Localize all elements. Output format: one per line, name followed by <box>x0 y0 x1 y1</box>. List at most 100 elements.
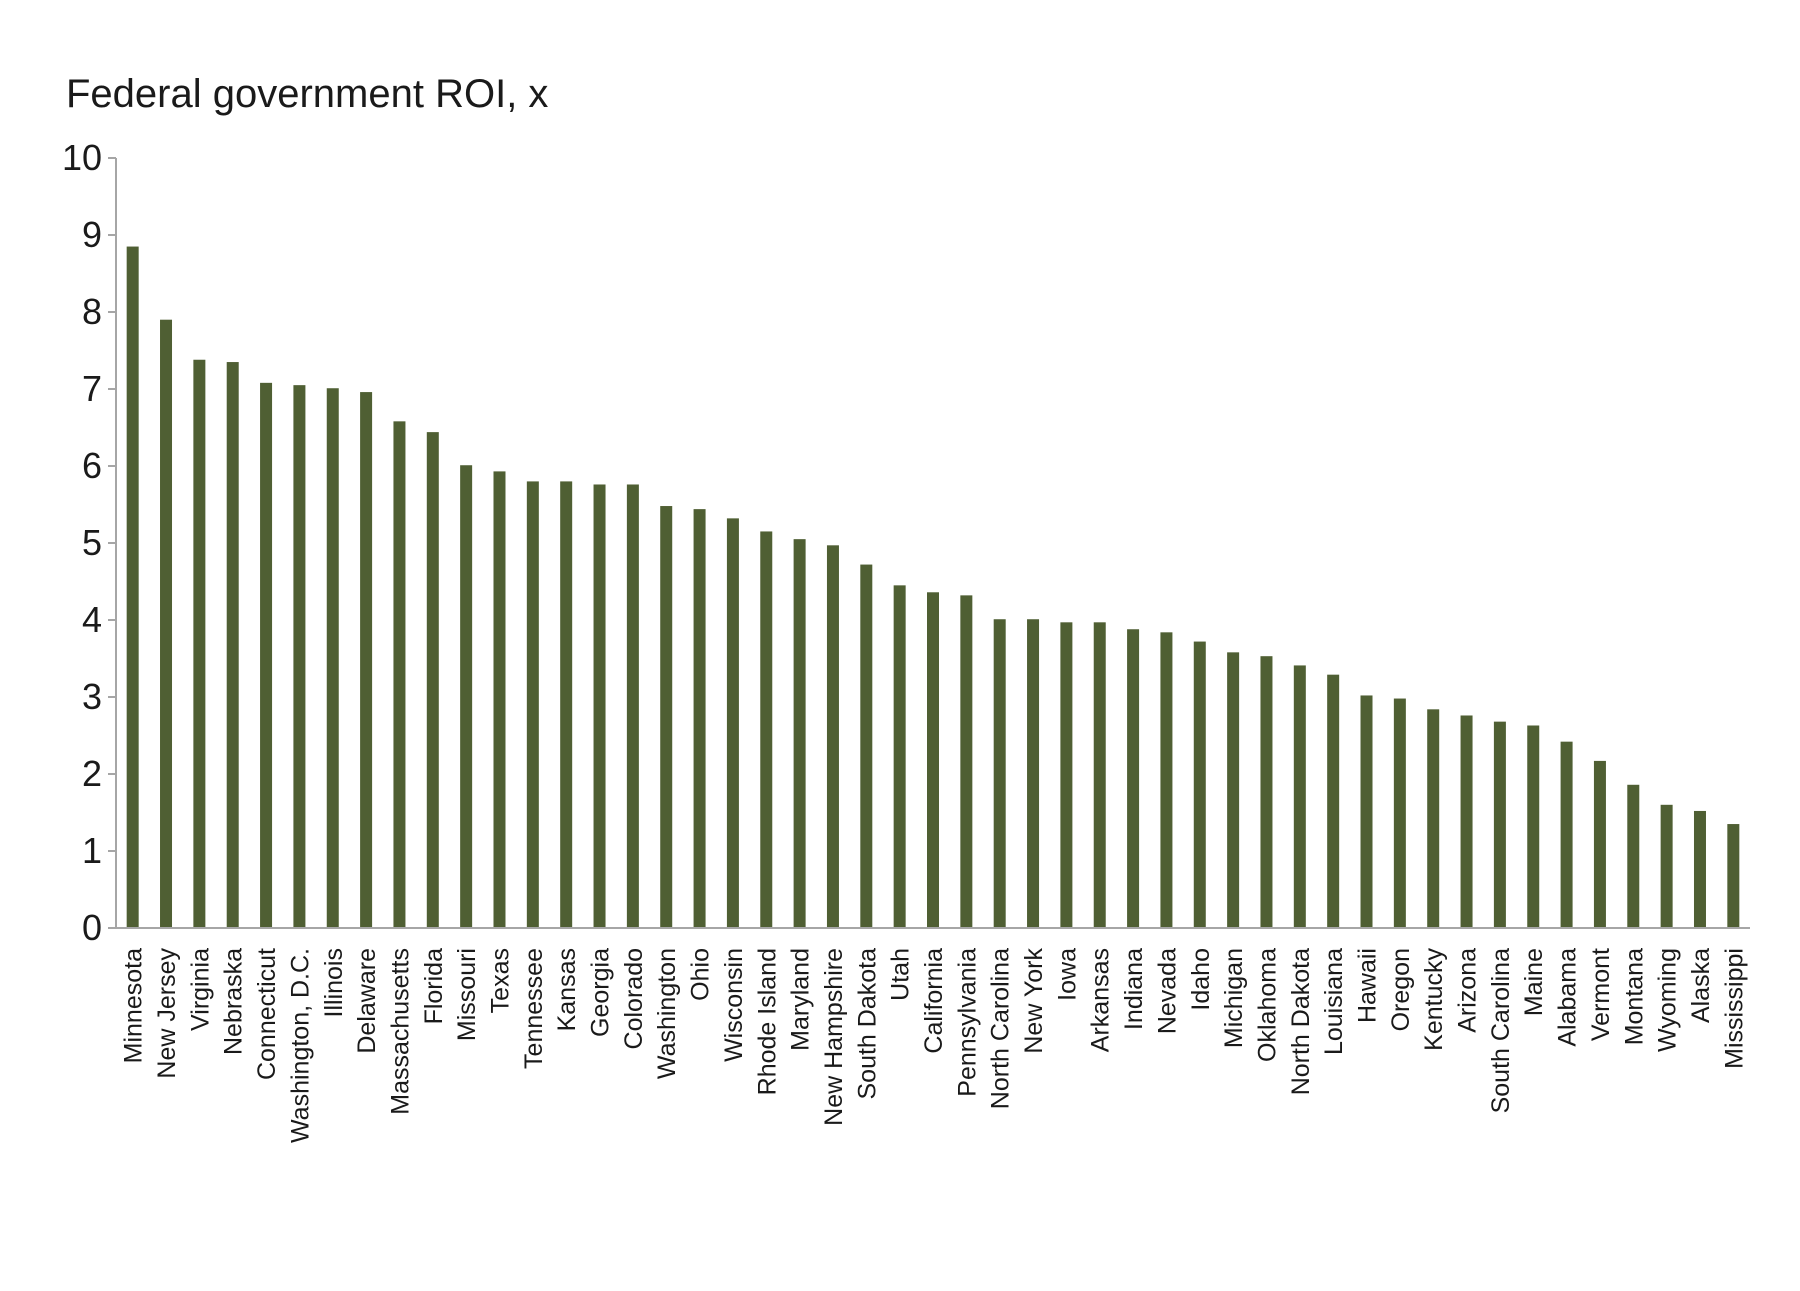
x-tick-label: Michigan <box>1220 948 1248 1048</box>
y-tick-label: 3 <box>82 676 102 717</box>
bar <box>960 595 973 928</box>
bar <box>193 359 206 928</box>
y-tick-label: 7 <box>82 368 102 409</box>
x-tick-label: North Dakota <box>1287 948 1315 1095</box>
bar <box>1193 641 1206 928</box>
x-tick-label: Arizona <box>1454 948 1482 1033</box>
y-tick-label: 9 <box>82 214 102 255</box>
x-tick-label: Nebraska <box>220 948 248 1055</box>
bar <box>1627 784 1640 928</box>
bar <box>360 392 373 929</box>
bar <box>1593 760 1606 928</box>
x-tick-label: New Hampshire <box>820 948 848 1126</box>
x-tick-label: Maryland <box>787 948 815 1051</box>
bar <box>793 539 806 928</box>
x-tick-label: Wyoming <box>1654 948 1682 1052</box>
bar <box>1693 810 1706 928</box>
bar <box>1527 725 1540 928</box>
bar <box>760 531 773 928</box>
bar <box>1327 674 1340 928</box>
x-tick-label: California <box>920 948 948 1054</box>
bar <box>893 585 906 928</box>
x-tick-label: Minnesota <box>120 948 148 1063</box>
bar <box>927 592 939 928</box>
x-tick-label: South Carolina <box>1487 948 1515 1113</box>
bar <box>860 564 873 928</box>
x-tick-label: Illinois <box>320 948 348 1017</box>
y-tick-label: 2 <box>82 753 102 794</box>
x-tick-label: Iowa <box>1053 948 1081 1001</box>
bar <box>726 518 739 928</box>
bar <box>426 432 439 928</box>
x-tick-label: Florida <box>420 948 448 1025</box>
x-tick-label: New Jersey <box>153 948 181 1079</box>
bar <box>826 545 839 928</box>
x-tick-label: Louisiana <box>1320 948 1348 1055</box>
bar <box>526 481 539 928</box>
x-tick-label: Washington <box>653 948 681 1079</box>
chart-title: Federal government ROI, x <box>66 72 549 116</box>
y-tick-label: 5 <box>82 522 102 563</box>
x-tick-label: Nevada <box>1153 948 1181 1034</box>
bar <box>1727 824 1740 928</box>
x-tick-label: South Dakota <box>853 948 881 1100</box>
bar <box>1393 698 1406 928</box>
x-tick-label: Virginia <box>186 948 214 1031</box>
bar <box>1227 652 1240 928</box>
y-tick-label: 8 <box>82 291 102 332</box>
y-tick-label: 1 <box>82 830 102 871</box>
x-tick-label: Ohio <box>687 948 715 1001</box>
x-tick-label: Massachusetts <box>386 948 414 1115</box>
x-tick-label: Montana <box>1620 948 1648 1045</box>
x-tick-label: Mississippi <box>1720 948 1748 1069</box>
x-tick-label: Washington, D.C. <box>286 948 314 1143</box>
bar <box>593 484 606 928</box>
bar <box>393 421 406 928</box>
x-tick-label: New York <box>1020 948 1048 1054</box>
bar <box>1360 695 1373 928</box>
y-tick-label: 10 <box>62 137 102 178</box>
bar <box>1560 741 1573 928</box>
x-tick-label: Alabama <box>1554 948 1582 1047</box>
x-tick-label: Kentucky <box>1420 948 1448 1051</box>
y-tick-label: 0 <box>82 907 102 948</box>
bar <box>326 388 339 929</box>
x-tick-label: Oregon <box>1387 948 1415 1031</box>
y-tick-label: 4 <box>82 599 102 640</box>
x-tick-label: Idaho <box>1187 948 1215 1011</box>
x-tick-label: Hawaii <box>1354 948 1382 1023</box>
bar <box>126 246 139 929</box>
bar <box>1127 629 1140 928</box>
x-tick-label: Vermont <box>1587 948 1615 1041</box>
x-tick-label: North Carolina <box>987 948 1015 1109</box>
x-tick-label: Pennsylvania <box>953 948 981 1097</box>
bar <box>1093 622 1106 928</box>
bar <box>1460 715 1473 928</box>
bar <box>493 471 506 928</box>
bar <box>460 465 473 928</box>
bar <box>1493 721 1506 928</box>
bar <box>293 385 306 928</box>
x-tick-label: Wisconsin <box>720 948 748 1062</box>
bar <box>1160 632 1173 928</box>
x-tick-label: Colorado <box>620 948 648 1049</box>
x-tick-label: Georgia <box>587 948 615 1037</box>
bar <box>226 362 239 928</box>
bar <box>1027 619 1040 928</box>
x-tick-label: Arkansas <box>1087 948 1115 1052</box>
bar <box>560 481 573 928</box>
x-tick-label: Texas <box>486 948 514 1013</box>
bar <box>160 319 173 928</box>
bar <box>1293 665 1306 928</box>
bar <box>993 619 1006 928</box>
x-tick-label: Utah <box>887 948 915 1001</box>
bar <box>1427 709 1440 928</box>
bar <box>626 484 639 928</box>
x-tick-label: Delaware <box>353 948 381 1054</box>
x-tick-label: Alaska <box>1687 948 1715 1023</box>
x-tick-label: Connecticut <box>253 948 281 1080</box>
x-tick-label: Oklahoma <box>1253 948 1281 1062</box>
bar <box>260 382 273 929</box>
